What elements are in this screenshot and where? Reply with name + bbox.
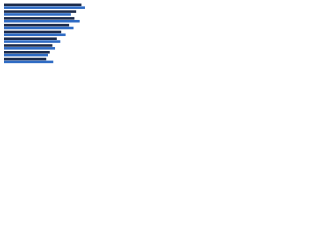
bar — [4, 44, 53, 47]
bar — [4, 50, 50, 54]
bar — [4, 19, 80, 23]
bar — [4, 33, 66, 37]
bar — [4, 53, 48, 57]
bar — [4, 40, 61, 43]
bar — [4, 13, 71, 16]
bar — [4, 6, 85, 9]
bar — [4, 10, 77, 13]
bar — [4, 23, 70, 27]
bar — [4, 47, 56, 50]
bar — [4, 26, 74, 30]
chart — [4, 3, 85, 64]
bar — [4, 30, 62, 34]
bar — [4, 37, 57, 40]
bar — [4, 60, 54, 64]
bar — [4, 57, 47, 61]
page: {"chart_data": {"type": "bar", "orientat… — [0, 0, 100, 71]
bar — [4, 3, 82, 7]
bar — [4, 17, 75, 20]
